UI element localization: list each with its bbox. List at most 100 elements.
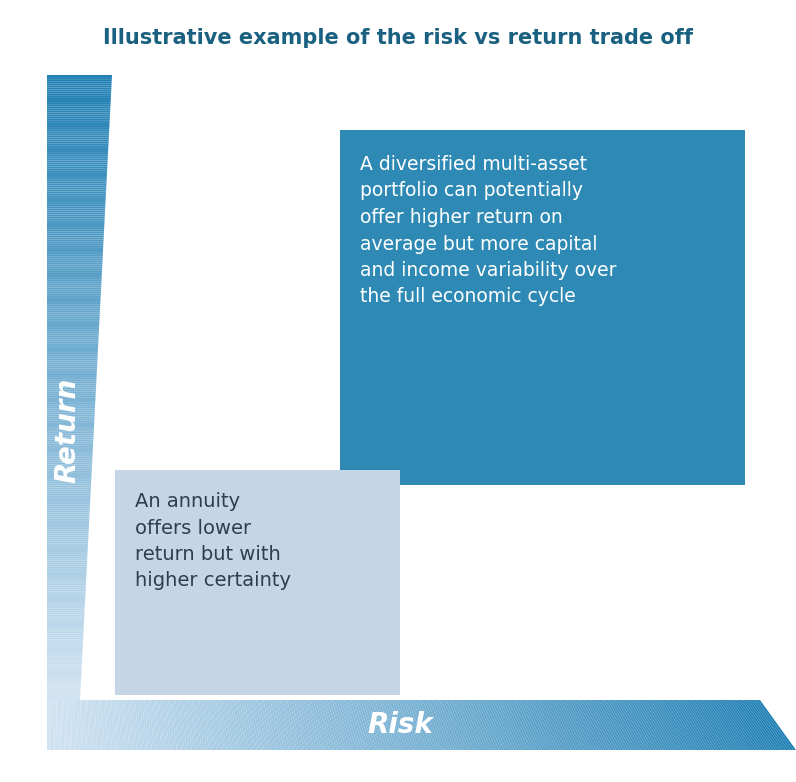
Polygon shape <box>47 142 108 144</box>
Polygon shape <box>47 198 106 200</box>
Polygon shape <box>47 302 100 304</box>
Polygon shape <box>47 106 111 109</box>
Polygon shape <box>313 700 329 750</box>
Polygon shape <box>47 567 87 569</box>
Polygon shape <box>47 496 91 498</box>
Polygon shape <box>456 700 479 750</box>
Polygon shape <box>47 321 100 323</box>
Polygon shape <box>613 700 644 750</box>
Polygon shape <box>47 475 92 477</box>
Polygon shape <box>47 183 107 185</box>
Polygon shape <box>625 700 656 750</box>
Polygon shape <box>66 700 69 750</box>
Polygon shape <box>209 700 219 750</box>
Polygon shape <box>47 377 96 379</box>
Polygon shape <box>47 694 80 696</box>
Polygon shape <box>318 700 334 750</box>
Polygon shape <box>47 317 100 319</box>
Polygon shape <box>47 307 100 308</box>
FancyBboxPatch shape <box>115 470 400 695</box>
Polygon shape <box>484 700 509 750</box>
Polygon shape <box>599 700 629 750</box>
Polygon shape <box>641 700 673 750</box>
Polygon shape <box>330 700 346 750</box>
Polygon shape <box>47 204 105 206</box>
Polygon shape <box>47 575 87 577</box>
Polygon shape <box>47 536 88 537</box>
Polygon shape <box>47 677 81 679</box>
Text: Return: Return <box>53 378 81 482</box>
Polygon shape <box>189 700 199 750</box>
Polygon shape <box>47 473 92 475</box>
Polygon shape <box>97 700 102 750</box>
Polygon shape <box>295 700 309 750</box>
Polygon shape <box>363 700 381 750</box>
Polygon shape <box>52 700 54 750</box>
Polygon shape <box>47 96 111 98</box>
Polygon shape <box>299 700 314 750</box>
Polygon shape <box>47 239 103 242</box>
Polygon shape <box>47 98 111 100</box>
Polygon shape <box>230 700 242 750</box>
Polygon shape <box>575 700 603 750</box>
Polygon shape <box>47 346 98 348</box>
Polygon shape <box>563 700 591 750</box>
Polygon shape <box>47 683 81 685</box>
Polygon shape <box>47 175 107 177</box>
Polygon shape <box>736 700 774 750</box>
Polygon shape <box>47 604 85 606</box>
Polygon shape <box>47 479 92 481</box>
Polygon shape <box>47 264 103 267</box>
Polygon shape <box>47 458 92 461</box>
Polygon shape <box>751 700 789 750</box>
Polygon shape <box>242 700 254 750</box>
Polygon shape <box>724 700 761 750</box>
Polygon shape <box>47 427 94 429</box>
Polygon shape <box>123 700 130 750</box>
Polygon shape <box>47 273 102 275</box>
Polygon shape <box>361 700 379 750</box>
Polygon shape <box>47 537 88 540</box>
Polygon shape <box>47 492 91 493</box>
Polygon shape <box>525 700 552 750</box>
Polygon shape <box>627 700 658 750</box>
Polygon shape <box>47 279 102 282</box>
Polygon shape <box>408 700 429 750</box>
Polygon shape <box>47 389 96 392</box>
Polygon shape <box>420 700 442 750</box>
Polygon shape <box>47 219 104 221</box>
Polygon shape <box>180 700 189 750</box>
Polygon shape <box>47 373 97 375</box>
Polygon shape <box>57 700 60 750</box>
Polygon shape <box>47 344 98 346</box>
Polygon shape <box>47 504 90 506</box>
Polygon shape <box>466 700 489 750</box>
Polygon shape <box>146 700 154 750</box>
Polygon shape <box>615 700 646 750</box>
Polygon shape <box>47 134 109 135</box>
Polygon shape <box>693 700 728 750</box>
Polygon shape <box>527 700 554 750</box>
Polygon shape <box>696 700 731 750</box>
Polygon shape <box>47 361 97 363</box>
Polygon shape <box>47 412 95 414</box>
Polygon shape <box>47 579 86 581</box>
Polygon shape <box>650 700 684 750</box>
Polygon shape <box>133 700 139 750</box>
Polygon shape <box>47 671 81 673</box>
Polygon shape <box>47 223 104 225</box>
Polygon shape <box>47 110 110 113</box>
Polygon shape <box>47 248 103 250</box>
Polygon shape <box>47 170 107 173</box>
Polygon shape <box>468 700 491 750</box>
Polygon shape <box>218 700 229 750</box>
Polygon shape <box>47 392 96 394</box>
Polygon shape <box>252 700 264 750</box>
Polygon shape <box>47 493 91 496</box>
Polygon shape <box>474 700 499 750</box>
Polygon shape <box>47 148 108 150</box>
Polygon shape <box>413 700 434 750</box>
Polygon shape <box>182 700 192 750</box>
Polygon shape <box>47 329 99 332</box>
Polygon shape <box>674 700 708 750</box>
